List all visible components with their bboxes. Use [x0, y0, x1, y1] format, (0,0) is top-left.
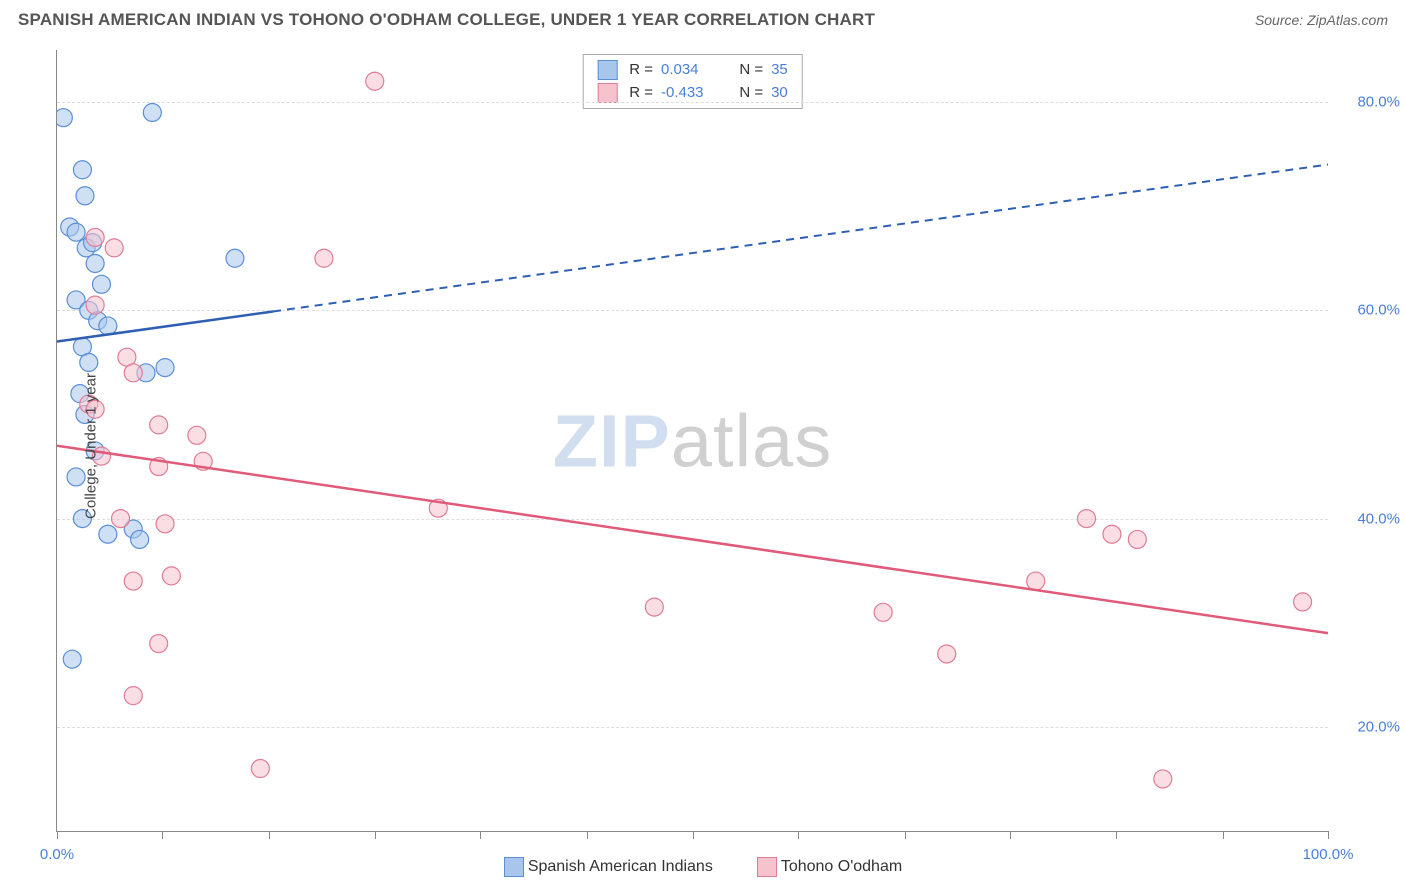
legend-swatch [757, 857, 777, 877]
data-point [188, 426, 206, 444]
data-point [105, 239, 123, 257]
data-point [131, 530, 149, 548]
data-point [86, 228, 104, 246]
data-point [1103, 525, 1121, 543]
data-point [1154, 770, 1172, 788]
data-point [57, 109, 72, 127]
data-point [938, 645, 956, 663]
data-point [251, 760, 269, 778]
legend-swatch [504, 857, 524, 877]
data-point [143, 103, 161, 121]
data-point [86, 296, 104, 314]
data-point [124, 572, 142, 590]
data-point [366, 72, 384, 90]
data-point [124, 687, 142, 705]
legend-item: Spanish American Indians [504, 857, 713, 877]
data-point [645, 598, 663, 616]
data-point [63, 650, 81, 668]
data-point [226, 249, 244, 267]
data-point [156, 359, 174, 377]
source-label: Source: ZipAtlas.com [1255, 12, 1388, 28]
data-point [315, 249, 333, 267]
plot-area: ZIPatlas R = 0.034 N = 35R = -0.433 N = … [56, 50, 1328, 832]
data-point [86, 254, 104, 272]
data-point [1027, 572, 1045, 590]
data-point [150, 416, 168, 434]
data-point [156, 515, 174, 533]
data-point [1294, 593, 1312, 611]
data-point [99, 525, 117, 543]
data-point [874, 603, 892, 621]
legend-item: Tohono O'odham [757, 857, 902, 877]
data-point [73, 161, 91, 179]
data-point [112, 510, 130, 528]
y-tick-label: 80.0% [1357, 94, 1400, 111]
data-point [150, 635, 168, 653]
data-point [67, 223, 85, 241]
y-tick-label: 60.0% [1357, 302, 1400, 319]
data-point [124, 364, 142, 382]
data-point [162, 567, 180, 585]
legend-label: Tohono O'odham [781, 858, 902, 876]
data-point [99, 317, 117, 335]
bottom-legend: Spanish American Indians Tohono O'odham [0, 857, 1406, 882]
regression-line-dashed [273, 165, 1328, 312]
data-point [1078, 510, 1096, 528]
y-tick-label: 40.0% [1357, 510, 1400, 527]
legend-label: Spanish American Indians [528, 858, 713, 876]
chart-title: SPANISH AMERICAN INDIAN VS TOHONO O'ODHA… [18, 10, 875, 30]
data-point [1128, 530, 1146, 548]
data-point [92, 275, 110, 293]
y-tick-label: 20.0% [1357, 718, 1400, 735]
y-axis-label: College, Under 1 year [82, 373, 99, 519]
data-point [76, 187, 94, 205]
data-point [80, 353, 98, 371]
